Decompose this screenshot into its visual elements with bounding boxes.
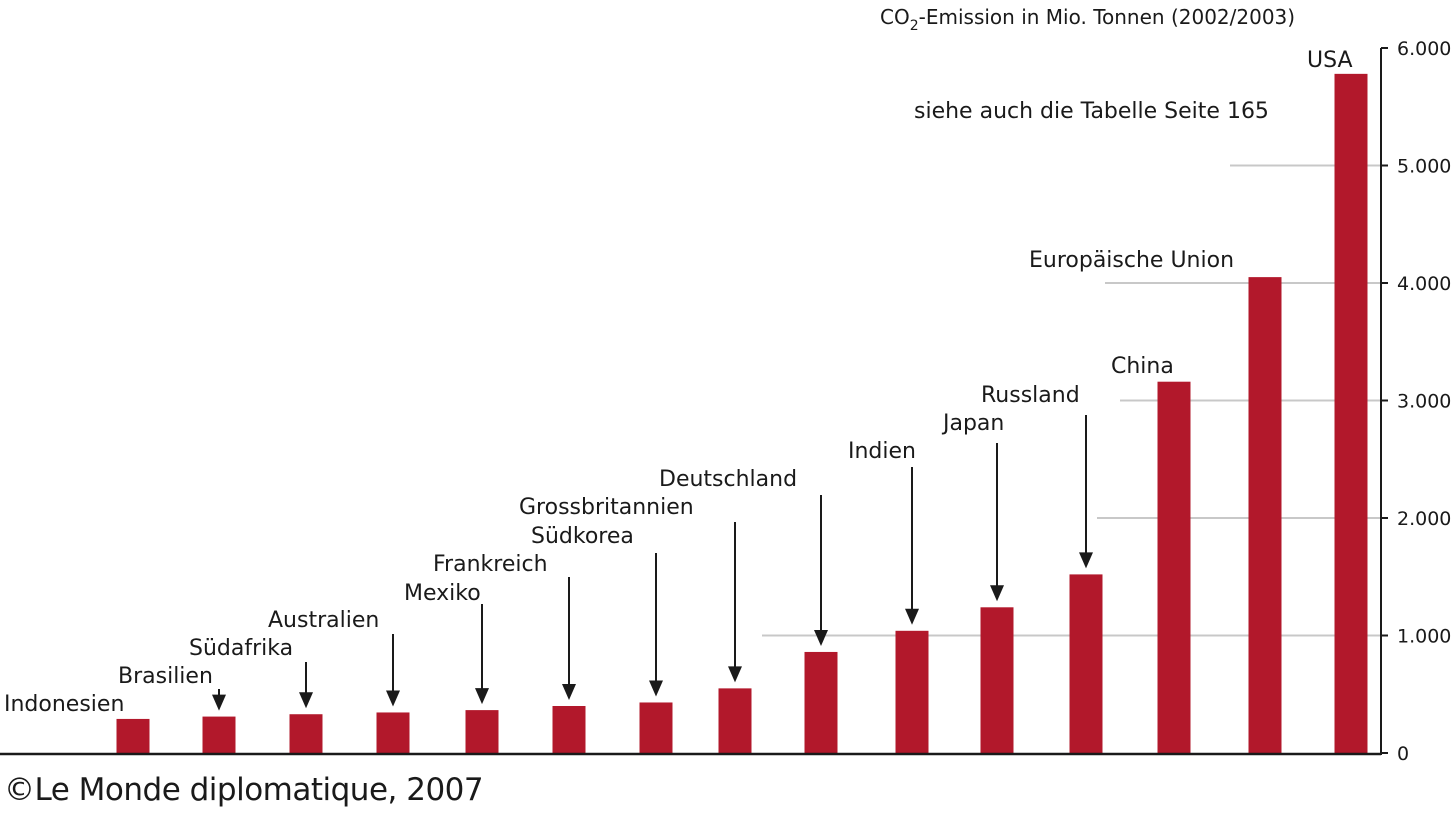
category-label: Südkorea bbox=[531, 524, 634, 549]
y-tick-label: 1.000 bbox=[1397, 626, 1451, 648]
bar bbox=[1248, 277, 1282, 753]
bar bbox=[1334, 73, 1368, 754]
chart-title: CO2-Emission in Mio. Tonnen (2002/2003) bbox=[880, 5, 1295, 34]
bar bbox=[465, 710, 499, 753]
arrow-head bbox=[649, 680, 663, 697]
y-tick-label: 4.000 bbox=[1397, 273, 1451, 295]
category-labels: Indonesien Brasilien Südafrika Australien Me… bbox=[4, 48, 1353, 717]
credit: ©Le Monde diplomatique, 2007 bbox=[4, 772, 484, 808]
bars bbox=[116, 73, 1368, 754]
bar bbox=[980, 607, 1014, 753]
category-label: Frankreich bbox=[433, 552, 548, 577]
bar bbox=[1157, 381, 1191, 753]
category-label: Deutschland bbox=[659, 467, 797, 492]
arrow-head bbox=[386, 690, 400, 707]
y-tick-label: 6.000 bbox=[1397, 38, 1451, 60]
y-axis: 0 1.000 2.000 3.000 4.000 5.000 6.000 bbox=[0, 38, 1451, 765]
y-tick-label: 0 bbox=[1397, 743, 1409, 765]
category-label: Russland bbox=[981, 383, 1080, 408]
category-label: Grossbritannien bbox=[519, 495, 694, 520]
bar bbox=[202, 716, 236, 753]
arrow-head bbox=[814, 629, 828, 646]
bar bbox=[116, 718, 150, 753]
bar bbox=[376, 712, 410, 753]
bar bbox=[895, 630, 929, 753]
arrow-head bbox=[1079, 552, 1093, 569]
category-label: Indonesien bbox=[4, 692, 124, 717]
arrow-head bbox=[728, 666, 742, 683]
bar bbox=[639, 702, 673, 753]
category-label: China bbox=[1111, 354, 1174, 379]
category-label: USA bbox=[1307, 48, 1353, 73]
arrow-head bbox=[299, 692, 313, 709]
y-tick-label: 2.000 bbox=[1397, 508, 1451, 530]
y-tick-label: 5.000 bbox=[1397, 156, 1451, 178]
category-label: Südafrika bbox=[189, 636, 293, 661]
bar bbox=[804, 651, 838, 753]
category-label: Japan bbox=[941, 411, 1004, 436]
bar bbox=[289, 714, 323, 753]
category-label: Australien bbox=[268, 608, 379, 633]
chart-note: siehe auch die Tabelle Seite 165 bbox=[914, 99, 1269, 124]
arrows bbox=[212, 415, 1093, 711]
arrow-head bbox=[212, 694, 226, 711]
arrow-head bbox=[475, 688, 489, 705]
bar bbox=[718, 688, 752, 753]
category-label: Mexiko bbox=[404, 581, 481, 606]
arrow-head bbox=[990, 585, 1004, 602]
category-label: Brasilien bbox=[118, 664, 213, 689]
y-tick-label: 3.000 bbox=[1397, 391, 1451, 413]
bar bbox=[552, 706, 586, 753]
category-label: Indien bbox=[848, 439, 916, 464]
arrow-head bbox=[905, 608, 919, 625]
arrow-head bbox=[562, 684, 576, 700]
category-label: Europäische Union bbox=[1029, 248, 1234, 273]
bar bbox=[1069, 574, 1103, 753]
